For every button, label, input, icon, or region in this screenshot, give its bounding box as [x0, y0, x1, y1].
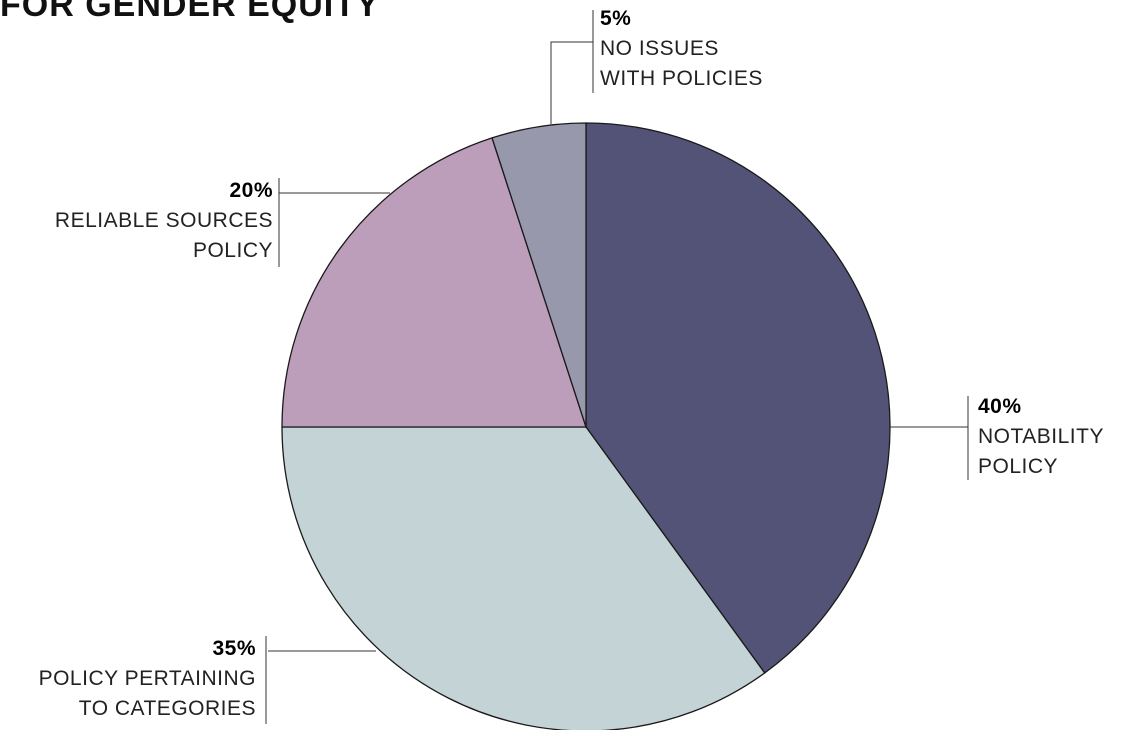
pie-slice-policy-pertaining-to-categories	[281, 426, 766, 730]
pie-slice-notability-policy	[585, 122, 891, 674]
label-policy-pertaining-to-categories: 35% POLICY PERTAINING TO CATEGORIES	[39, 634, 256, 724]
slice-name-line: RELIABLE SOURCES	[54, 209, 273, 232]
label-notability-policy: 40% NOTABILITY POLICY	[978, 392, 1104, 482]
slice-percent-label: 40%	[978, 395, 1022, 418]
slice-name-line: WITH POLICIES	[600, 67, 763, 90]
slice-percent-label: 35%	[212, 637, 256, 660]
slice-name-line: NO ISSUES	[600, 37, 719, 60]
slice-name-line: POLICY	[978, 455, 1059, 478]
leader-no-issues-line	[550, 41, 593, 124]
pie-slice-reliable-sources-policy	[281, 137, 587, 428]
pie-slice-no-issues-with-policies	[491, 122, 587, 428]
chart-title: FOR GENDER EQUITY	[0, 0, 380, 24]
slice-name-line: POLICY PERTAINING	[38, 667, 256, 690]
slice-name-line: POLICY	[192, 239, 273, 262]
slice-percent-label: 20%	[229, 179, 273, 202]
label-no-issues-with-policies: 5% NO ISSUES WITH POLICIES	[600, 4, 763, 94]
slice-percent-label: 5%	[600, 7, 632, 30]
slice-name-line: NOTABILITY	[978, 425, 1104, 448]
label-reliable-sources-policy: 20% RELIABLE SOURCES POLICY	[55, 176, 273, 266]
slice-name-line: TO CATEGORIES	[78, 697, 256, 720]
